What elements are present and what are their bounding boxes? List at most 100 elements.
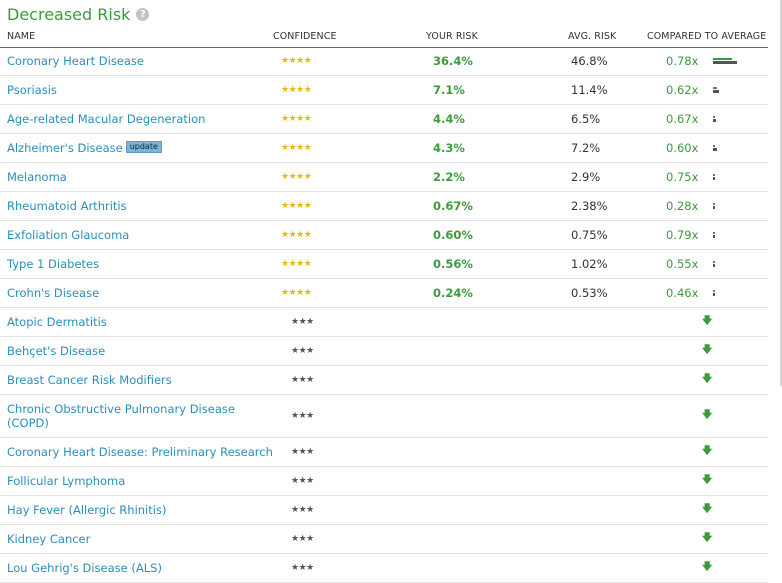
- table-header: NAME CONFIDENCE YOUR RISK AVG. RISK COMP…: [0, 28, 768, 48]
- table-row[interactable]: Rheumatoid Arthritis ★★★★ 0.67% 2.38% 0.28x: [0, 192, 768, 221]
- condition-link[interactable]: Crohn's Disease: [7, 286, 99, 300]
- avg-risk-bar: [713, 61, 737, 64]
- condition-link[interactable]: Type 1 Diabetes: [7, 257, 99, 271]
- confidence-stars: ★★★★: [281, 230, 312, 240]
- down-arrow-icon: 🡇: [702, 561, 713, 573]
- condition-link[interactable]: Rheumatoid Arthritis: [7, 199, 127, 213]
- condition-name[interactable]: Alzheimer's Disease: [7, 141, 123, 155]
- compared-value: 0.60x: [666, 141, 699, 155]
- table-row[interactable]: Kidney Cancer ★★★ 🡇: [0, 525, 768, 554]
- compared-value: 0.46x: [666, 286, 699, 300]
- condition-link[interactable]: Exfoliation Glaucoma: [7, 228, 129, 242]
- condition-name[interactable]: Exfoliation Glaucoma: [7, 228, 130, 242]
- your-risk-bar: [713, 290, 715, 292]
- table-row[interactable]: Hay Fever (Allergic Rhinitis) ★★★ 🡇: [0, 496, 768, 525]
- confidence-stars: ★★★★: [281, 56, 312, 66]
- condition-link[interactable]: Atopic Dermatitis: [7, 315, 107, 329]
- table-row[interactable]: Melanoma ★★★★ 2.2% 2.9% 0.75x: [0, 163, 768, 192]
- confidence-stars: ★★★★: [281, 85, 312, 95]
- confidence-stars: ★★★★: [281, 288, 312, 298]
- condition-name[interactable]: Follicular Lymphoma: [7, 474, 126, 488]
- condition-name[interactable]: Crohn's Disease: [7, 286, 100, 300]
- down-arrow-icon: 🡇: [702, 532, 713, 544]
- condition-name[interactable]: Coronary Heart Disease: [7, 54, 144, 68]
- column-header-compared[interactable]: COMPARED TO AVERAGE: [647, 31, 767, 42]
- table-row[interactable]: Alzheimer's Disease update ★★★★ 4.3% 7.2% 0.6…: [0, 134, 768, 163]
- avg-risk-bar: [713, 177, 715, 180]
- condition-link[interactable]: Hay Fever (Allergic Rhinitis): [7, 503, 166, 517]
- condition-link[interactable]: Lou Gehrig's Disease (ALS): [7, 561, 162, 575]
- title-row: Decreased Risk ?: [7, 2, 150, 26]
- avg-risk-bar: [713, 206, 715, 209]
- table-row[interactable]: Psoriasis ★★★★ 7.1% 11.4% 0.62x: [0, 76, 768, 105]
- condition-link[interactable]: Alzheimer's Disease update: [7, 141, 162, 155]
- avg-risk-value: 2.38%: [571, 199, 608, 213]
- table-row[interactable]: Type 1 Diabetes ★★★★ 0.56% 1.02% 0.55x: [0, 250, 768, 279]
- condition-link[interactable]: Chronic Obstructive Pulmonary Disease (C…: [7, 402, 257, 430]
- down-arrow-icon: 🡇: [702, 344, 713, 356]
- your-risk-value: 4.3%: [433, 141, 465, 155]
- condition-name[interactable]: Type 1 Diabetes: [7, 257, 100, 271]
- table-row[interactable]: Age-related Macular Degeneration ★★★★ 4.4%…: [0, 105, 768, 134]
- table-row[interactable]: Exfoliation Glaucoma ★★★★ 0.60% 0.75% 0.79x: [0, 221, 768, 250]
- avg-risk-bar: [713, 264, 715, 267]
- condition-name[interactable]: Coronary Heart Disease: Preliminary Rese…: [7, 445, 273, 459]
- avg-risk-value: 7.2%: [571, 141, 601, 155]
- condition-link[interactable]: Melanoma: [7, 170, 67, 184]
- condition-name[interactable]: Chronic Obstructive Pulmonary Disease (C…: [7, 402, 235, 430]
- your-risk-value: 4.4%: [433, 112, 465, 126]
- question-mark-icon[interactable]: ?: [136, 7, 150, 21]
- your-risk-value: 0.67%: [433, 199, 473, 213]
- condition-link[interactable]: Coronary Heart Disease: Preliminary Rese…: [7, 445, 273, 459]
- table-row[interactable]: Coronary Heart Disease: Preliminary Rese…: [0, 438, 768, 467]
- table-row[interactable]: Breast Cancer Risk Modifiers ★★★ 🡇: [0, 366, 768, 395]
- condition-name[interactable]: Age-related Macular Degeneration: [7, 112, 206, 126]
- table-row[interactable]: Lou Gehrig's Disease (ALS) ★★★ 🡇: [0, 554, 768, 583]
- table-row[interactable]: Coronary Heart Disease ★★★★ 36.4% 46.8% 0.78…: [0, 47, 768, 76]
- confidence-stars: ★★★★: [281, 172, 312, 182]
- your-risk-bar: [713, 58, 732, 60]
- condition-link[interactable]: Psoriasis: [7, 83, 57, 97]
- table-row[interactable]: Follicular Lymphoma ★★★ 🡇: [0, 467, 768, 496]
- condition-name[interactable]: Rheumatoid Arthritis: [7, 199, 127, 213]
- table-row[interactable]: Behçet's Disease ★★★ 🡇: [0, 337, 768, 366]
- condition-link[interactable]: Behçet's Disease: [7, 344, 105, 358]
- avg-risk-value: 11.4%: [571, 83, 608, 97]
- down-arrow-icon: 🡇: [702, 409, 713, 421]
- scrollbar[interactable]: [780, 0, 782, 386]
- down-arrow-icon: 🡇: [702, 445, 713, 457]
- condition-name[interactable]: Kidney Cancer: [7, 532, 91, 546]
- table-row[interactable]: Crohn's Disease ★★★★ 0.24% 0.53% 0.46x: [0, 279, 768, 308]
- compared-value: 0.79x: [666, 228, 699, 242]
- condition-name[interactable]: Psoriasis: [7, 83, 57, 97]
- table-row[interactable]: Chronic Obstructive Pulmonary Disease (C…: [0, 395, 768, 438]
- table-row[interactable]: Atopic Dermatitis ★★★ 🡇: [0, 308, 768, 337]
- column-header-your-risk[interactable]: YOUR RISK: [426, 31, 478, 42]
- avg-risk-value: 2.9%: [571, 170, 601, 184]
- your-risk-bar: [713, 261, 715, 263]
- condition-link[interactable]: Coronary Heart Disease: [7, 54, 144, 68]
- confidence-stars: ★★★★: [281, 201, 312, 211]
- column-header-name[interactable]: NAME: [7, 31, 36, 42]
- condition-link[interactable]: Follicular Lymphoma: [7, 474, 125, 488]
- column-header-confidence[interactable]: CONFIDENCE: [273, 31, 337, 42]
- avg-risk-value: 0.75%: [571, 228, 608, 242]
- confidence-stars: ★★★★: [281, 143, 312, 153]
- column-header-avg-risk[interactable]: AVG. RISK: [568, 31, 617, 42]
- your-risk-bar: [713, 203, 715, 205]
- condition-name[interactable]: Lou Gehrig's Disease (ALS): [7, 561, 162, 575]
- compared-value: 0.78x: [666, 54, 699, 68]
- condition-name[interactable]: Melanoma: [7, 170, 67, 184]
- condition-name[interactable]: Behçet's Disease: [7, 344, 106, 358]
- condition-name[interactable]: Hay Fever (Allergic Rhinitis): [7, 503, 167, 517]
- condition-name[interactable]: Atopic Dermatitis: [7, 315, 107, 329]
- condition-link[interactable]: Age-related Macular Degeneration: [7, 112, 205, 126]
- your-risk-value: 2.2%: [433, 170, 465, 184]
- your-risk-value: 0.24%: [433, 286, 473, 300]
- section-title: Decreased Risk: [7, 4, 131, 24]
- condition-link[interactable]: Kidney Cancer: [7, 532, 90, 546]
- condition-link[interactable]: Breast Cancer Risk Modifiers: [7, 373, 172, 387]
- confidence-stars: ★★★: [291, 346, 314, 356]
- condition-name[interactable]: Breast Cancer Risk Modifiers: [7, 373, 172, 387]
